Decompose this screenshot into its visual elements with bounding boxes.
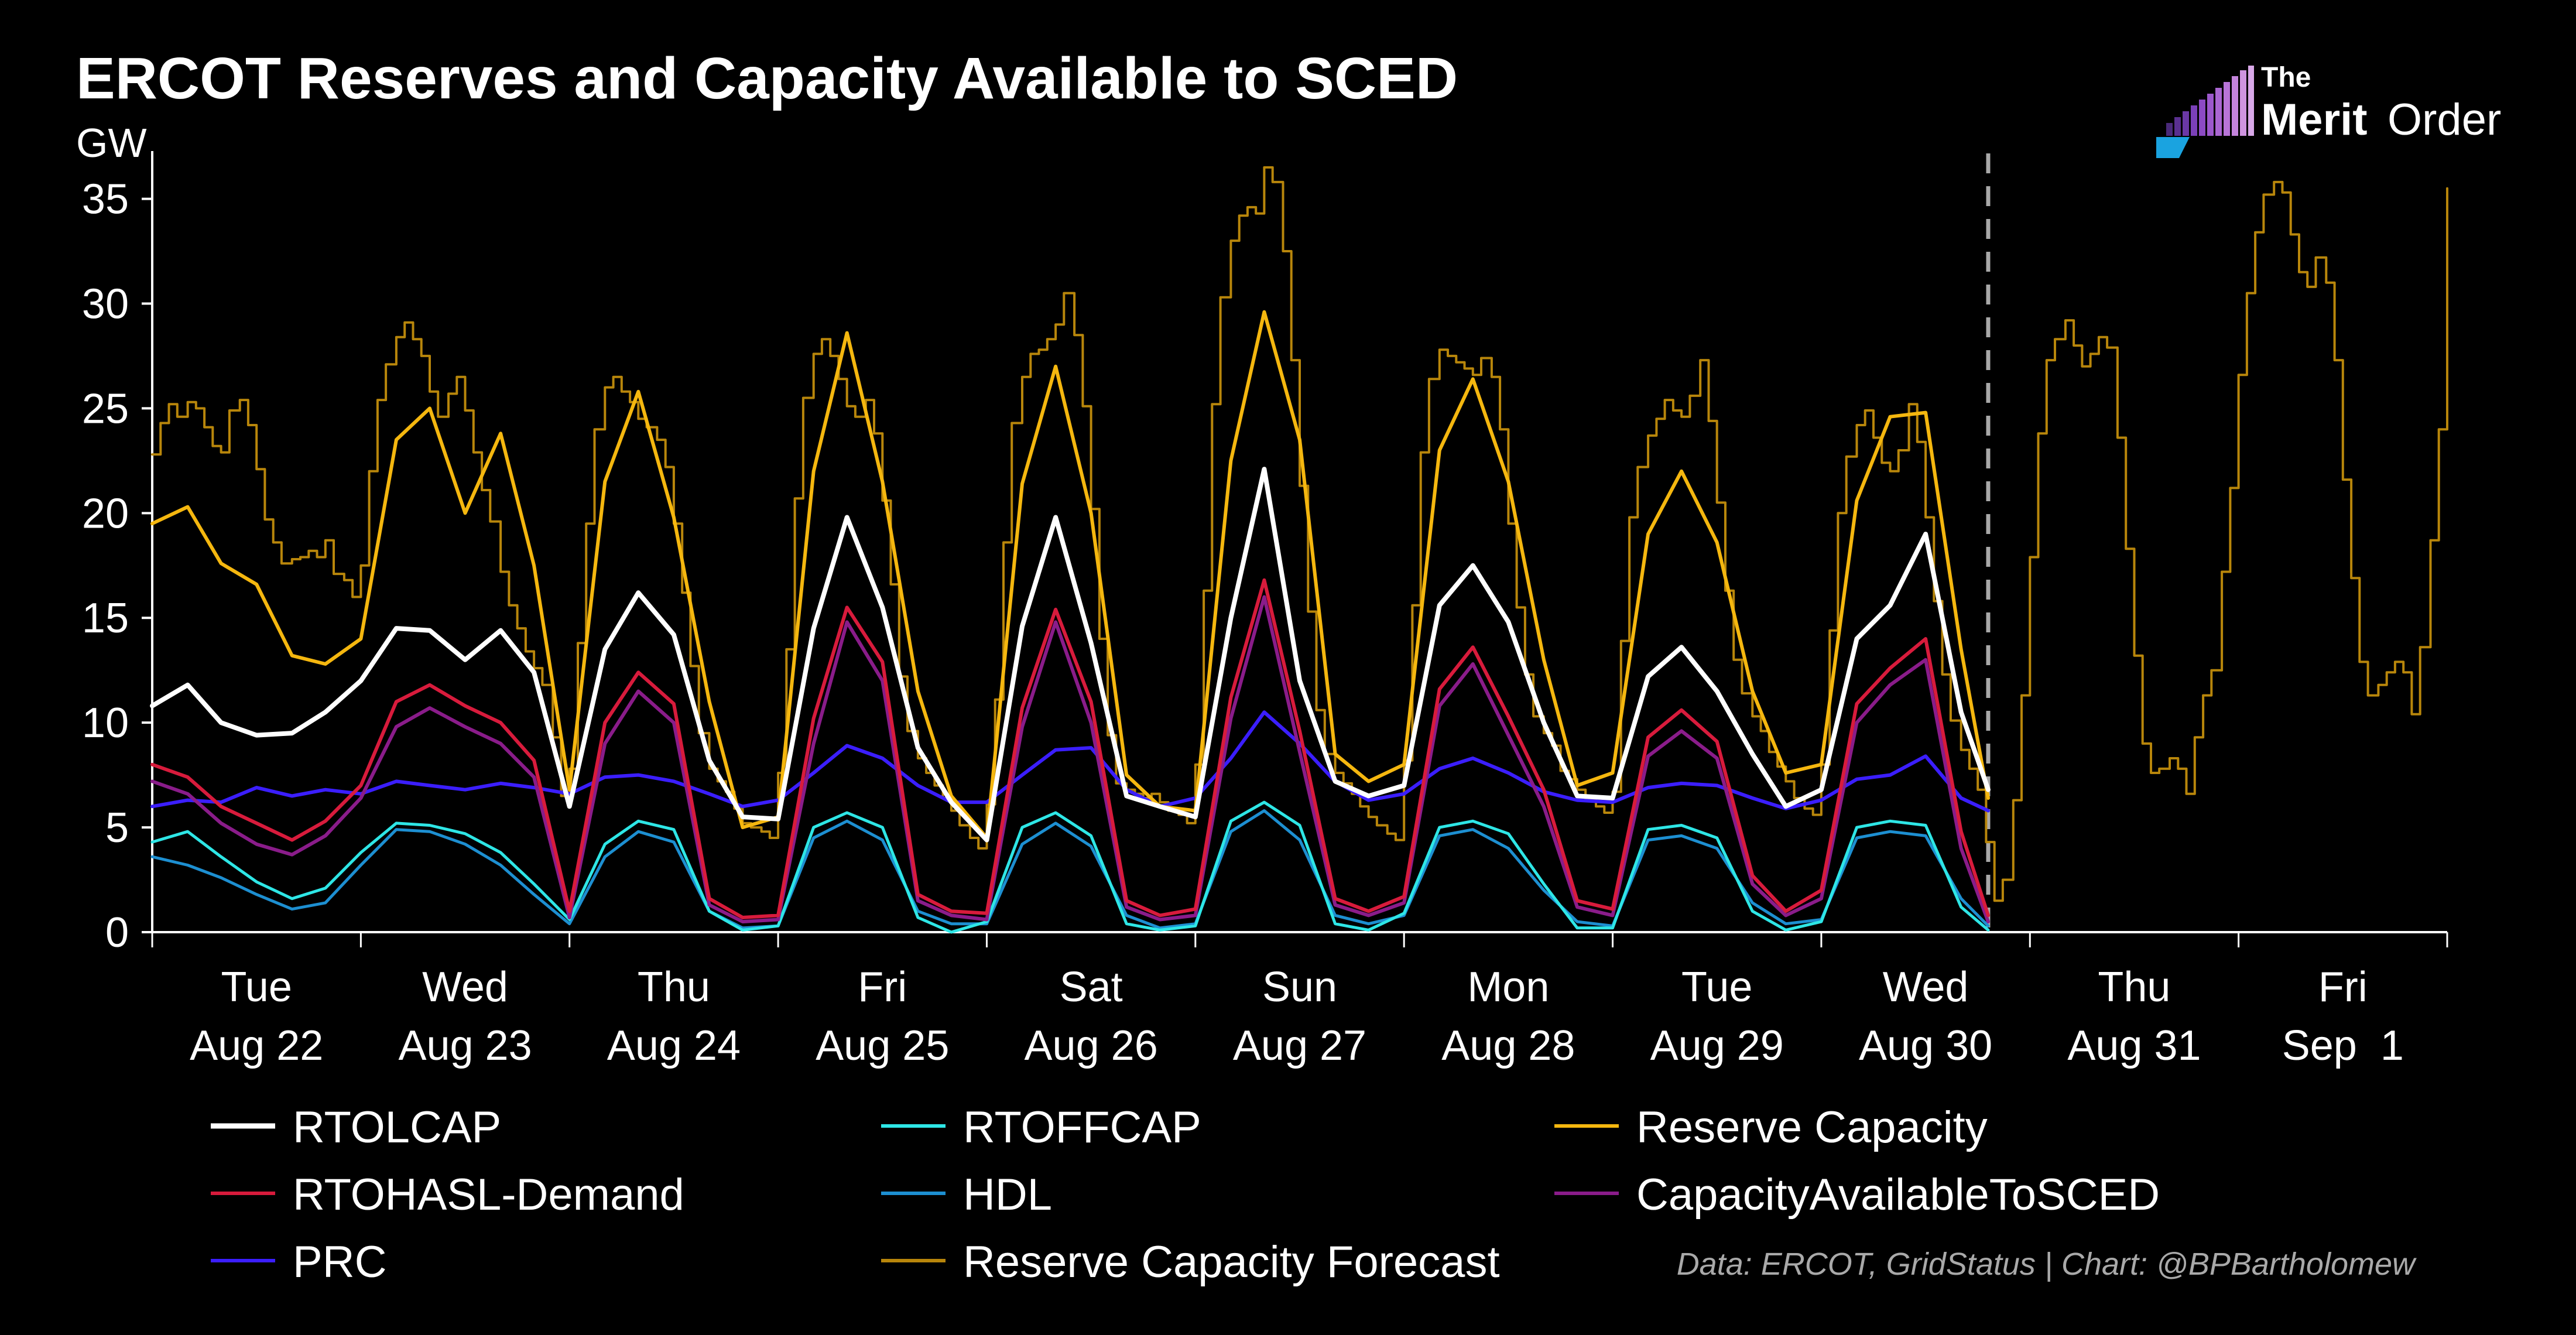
x-tick-day: Tue bbox=[221, 964, 292, 1011]
logo-bar bbox=[2166, 123, 2173, 136]
legend-label: Reserve Capacity bbox=[1636, 1103, 1988, 1152]
legend-label: RTOLCAP bbox=[293, 1103, 501, 1152]
merit-order-logo: The Merit Order bbox=[2156, 62, 2501, 158]
y-tick-label: 10 bbox=[82, 700, 129, 747]
logo-bar bbox=[2248, 66, 2254, 136]
x-tick-date: Aug 29 bbox=[1650, 1022, 1784, 1069]
x-tick-day: Wed bbox=[1883, 964, 1969, 1011]
x-tick-day: Sun bbox=[1262, 964, 1337, 1011]
x-tick-date: Sep 1 bbox=[2282, 1022, 2404, 1069]
x-tick-date: Aug 23 bbox=[398, 1022, 532, 1069]
x-tick-day: Fri bbox=[858, 964, 907, 1011]
series-line-capacityavailabletosced bbox=[150, 595, 1990, 924]
x-tick-day: Thu bbox=[2098, 964, 2170, 1011]
legend-label: RTOHASL-Demand bbox=[293, 1170, 684, 1220]
y-tick-label: 15 bbox=[82, 595, 129, 642]
x-tick-day: Fri bbox=[2318, 964, 2368, 1011]
x-tick-date: Aug 25 bbox=[816, 1022, 949, 1069]
y-tick-label: 25 bbox=[82, 385, 129, 432]
logo-bar bbox=[2215, 88, 2222, 136]
series-line-prc bbox=[150, 710, 1990, 813]
series-line-hdl bbox=[150, 809, 1990, 930]
x-tick-date: Aug 31 bbox=[2067, 1022, 2201, 1069]
logo-bar bbox=[2199, 100, 2205, 136]
x-tick-date: Aug 22 bbox=[190, 1022, 323, 1069]
axes: 0 5 10 15 20 25 30 35 Tue Aug 22 Wed Aug 23 Thu Aug 2… bbox=[82, 151, 2448, 1069]
series-line-rtohasl-demand bbox=[150, 578, 1990, 919]
series-line-rtolcap bbox=[150, 467, 1991, 843]
series-line-reserve-capacity-forecast bbox=[151, 166, 2448, 902]
logo-accent bbox=[2156, 137, 2190, 158]
y-tick-label: 20 bbox=[82, 490, 129, 537]
x-tick-day: Tue bbox=[1681, 964, 1752, 1011]
series-line-reserve-capacity bbox=[150, 310, 1990, 840]
series-line-rtoffcap bbox=[150, 800, 1990, 934]
x-tick-day: Wed bbox=[422, 964, 508, 1011]
logo-bar bbox=[2232, 76, 2238, 136]
source-note: Data: ERCOT, GridStatus | Chart: @BPBart… bbox=[1677, 1247, 2417, 1282]
logo-line2-merit: Merit bbox=[2261, 95, 2368, 145]
x-tick-day: Sat bbox=[1060, 964, 1123, 1011]
y-tick-label: 0 bbox=[105, 909, 129, 956]
legend-label: HDL bbox=[963, 1170, 1052, 1220]
y-tick-label: 30 bbox=[82, 280, 129, 327]
logo-line1: The bbox=[2261, 62, 2311, 93]
logo-bars-icon bbox=[2156, 66, 2254, 158]
legend-label: CapacityAvailableToSCED bbox=[1636, 1170, 2160, 1220]
logo-bar bbox=[2191, 105, 2197, 136]
x-tick-day: Mon bbox=[1467, 964, 1549, 1011]
x-tick-date: Aug 30 bbox=[1859, 1022, 1992, 1069]
x-tick-date: Aug 28 bbox=[1441, 1022, 1575, 1069]
chart-title: ERCOT Reserves and Capacity Available to… bbox=[76, 46, 1458, 111]
x-tick-date: Aug 27 bbox=[1233, 1022, 1366, 1069]
y-tick-label: 5 bbox=[105, 805, 129, 851]
logo-bar bbox=[2183, 111, 2189, 136]
x-tick-date: Aug 26 bbox=[1025, 1022, 1158, 1069]
x-tick-date: Aug 24 bbox=[607, 1022, 741, 1069]
series-layer bbox=[150, 166, 2448, 934]
logo-bar bbox=[2224, 82, 2230, 136]
logo-line2-order: Order bbox=[2387, 95, 2501, 145]
logo-bar bbox=[2174, 117, 2181, 136]
legend-label: PRC bbox=[293, 1237, 386, 1287]
legend-label: Reserve Capacity Forecast bbox=[963, 1237, 1500, 1287]
logo-bar bbox=[2207, 94, 2214, 136]
legend: RTOLCAP RTOFFCAP Reserve Capacity RTOHASL-D… bbox=[211, 1103, 2160, 1287]
legend-label: RTOFFCAP bbox=[963, 1103, 1201, 1152]
y-axis-label: GW bbox=[76, 120, 147, 166]
y-tick-label: 35 bbox=[82, 176, 129, 223]
x-tick-day: Thu bbox=[638, 964, 710, 1011]
logo-bar bbox=[2240, 70, 2246, 136]
